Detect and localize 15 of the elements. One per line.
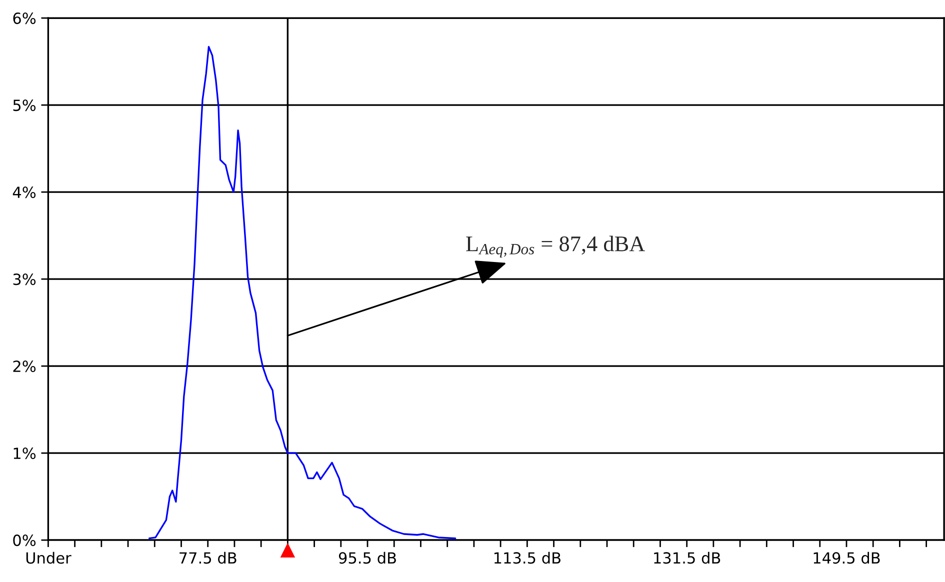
x-tick-label: 131.5 dB [654,552,720,564]
x-tick-label: 113.5 dB [494,552,560,564]
y-tick-label: 0% [13,534,36,546]
x-tick-label: 77.5 dB [180,552,236,564]
x-tick-label: Under [26,552,72,564]
y-tick-label: 5% [13,100,36,112]
x-tick-label: 95.5 dB [338,552,396,564]
x-tick-label: 149.5 dB [814,552,880,564]
y-tick-label: 4% [12,186,36,198]
y-tick-label: 1% [14,448,36,460]
y-tick-label: 2% [13,360,36,372]
y-tick-label: 6% [13,12,36,24]
line-series [148,46,456,540]
annotation: L$_{Aeq,Dos}$ = 87,4 dBA [466,236,646,258]
y-tick-label: 3% [13,274,36,286]
